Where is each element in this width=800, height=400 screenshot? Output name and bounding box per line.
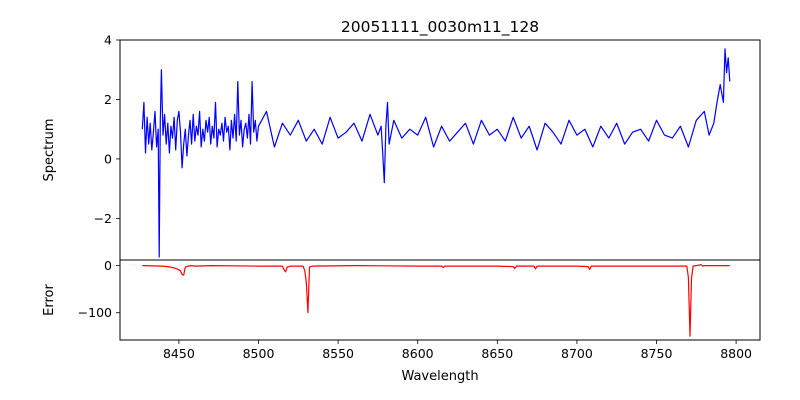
wavelength-xtick-label: 8500 xyxy=(243,346,275,361)
error-panel: −100 0 8450 8500 8550 8600 8650 8700 8750 8800 E… xyxy=(42,258,761,384)
error-ylabel: Error xyxy=(42,284,57,316)
wavelength-xtick-label: 8450 xyxy=(163,346,195,361)
chart-title: 20051111_0030m11_128 xyxy=(341,18,539,37)
spectrum-series-line xyxy=(141,48,731,258)
wavelength-xtick-label: 8550 xyxy=(322,346,354,361)
error-ytick-label: 0 xyxy=(104,258,112,273)
wavelength-xtick-label: 8650 xyxy=(481,346,513,361)
wavelength-xtick-label: 8600 xyxy=(402,346,434,361)
spectrum-ytick-label: 2 xyxy=(104,92,112,107)
wavelength-xtick-label: 8800 xyxy=(720,346,752,361)
spectrum-panel: −2 0 2 4 Spectrum xyxy=(42,33,761,261)
wavelength-xtick-label: 8700 xyxy=(561,346,593,361)
spectrum-ytick-label: 0 xyxy=(104,151,112,166)
spectrum-ytick-label: 4 xyxy=(104,33,112,48)
wavelength-xlabel: Wavelength xyxy=(401,369,478,384)
spectrum-axes-frame xyxy=(119,39,761,261)
error-axes-frame xyxy=(119,259,761,341)
wavelength-xtick-label: 8750 xyxy=(641,346,673,361)
spectrum-ytick-label: −2 xyxy=(94,211,112,226)
error-ytick-label: −100 xyxy=(78,305,112,320)
spectrum-ylabel: Spectrum xyxy=(42,119,57,182)
error-series-line xyxy=(142,264,730,337)
